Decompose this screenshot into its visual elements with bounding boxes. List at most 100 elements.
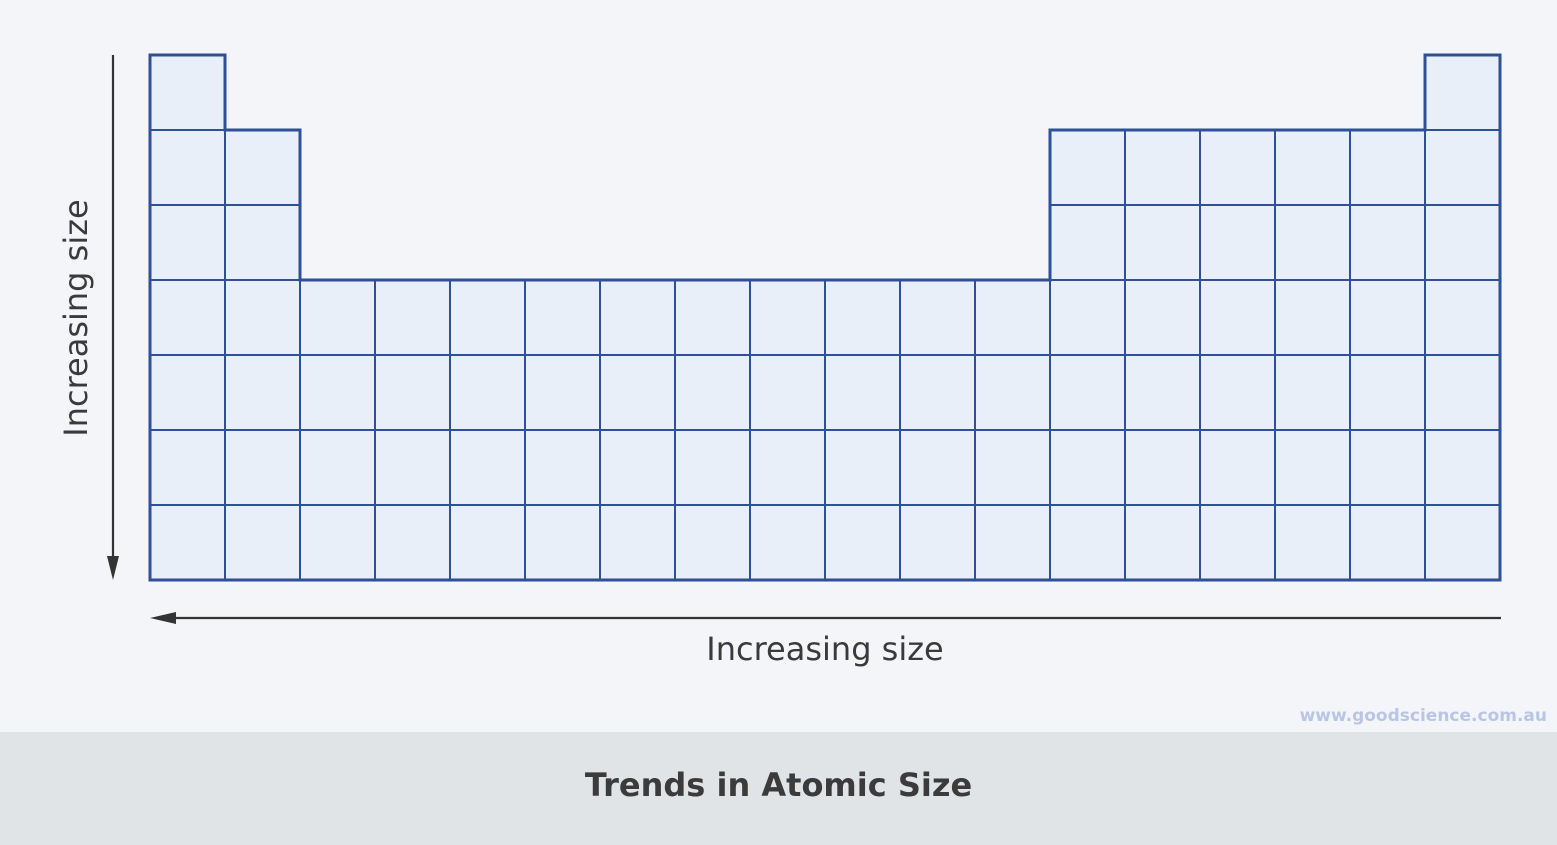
element-cell: [1049, 129, 1126, 206]
element-cell: [1274, 504, 1351, 581]
element-cell: [299, 429, 376, 506]
element-cell: [1424, 54, 1501, 131]
element-cell: [1349, 354, 1426, 431]
element-cell: [224, 429, 301, 506]
element-cell: [674, 429, 751, 506]
element-cell: [224, 354, 301, 431]
element-cell: [1199, 504, 1276, 581]
vertical-arrow-head: [107, 556, 119, 580]
watermark: www.goodscience.com.au: [1299, 706, 1547, 726]
periodic-table-diagram: [107, 53, 1502, 624]
element-cell: [1124, 204, 1201, 281]
element-cell: [524, 429, 601, 506]
element-cell: [299, 354, 376, 431]
element-cell: [749, 504, 826, 581]
element-cell: [899, 504, 976, 581]
element-cell: [824, 504, 901, 581]
element-cell: [1199, 129, 1276, 206]
element-cell: [1049, 429, 1126, 506]
element-cell: [1124, 504, 1201, 581]
element-cell: [1424, 279, 1501, 356]
element-cell: [974, 279, 1051, 356]
element-cell: [749, 354, 826, 431]
element-cell: [824, 354, 901, 431]
element-cell: [899, 429, 976, 506]
element-cell: [674, 504, 751, 581]
element-cell: [974, 354, 1051, 431]
caption-bar: Trends in Atomic Size: [0, 732, 1557, 845]
periodic-table-grid: [149, 54, 1501, 581]
element-cell: [149, 429, 226, 506]
element-cell: [1274, 129, 1351, 206]
element-cell: [524, 354, 601, 431]
element-cell: [599, 279, 676, 356]
element-cell: [1274, 354, 1351, 431]
element-cell: [1049, 204, 1126, 281]
element-cell: [374, 429, 451, 506]
element-cell: [449, 429, 526, 506]
element-cell: [1124, 429, 1201, 506]
element-cell: [299, 504, 376, 581]
element-cell: [824, 429, 901, 506]
element-cell: [974, 429, 1051, 506]
element-cell: [674, 354, 751, 431]
element-cell: [524, 279, 601, 356]
element-cell: [899, 279, 976, 356]
element-cell: [149, 354, 226, 431]
element-cell: [1349, 504, 1426, 581]
element-cell: [374, 354, 451, 431]
element-cell: [1349, 429, 1426, 506]
element-cell: [1049, 354, 1126, 431]
element-cell: [449, 279, 526, 356]
element-cell: [1049, 279, 1126, 356]
element-cell: [224, 504, 301, 581]
element-cell: [224, 279, 301, 356]
element-cell: [374, 504, 451, 581]
element-cell: [374, 279, 451, 356]
diagram-area: Increasing size Increasing size www.good…: [57, 53, 1547, 726]
element-cell: [1349, 204, 1426, 281]
element-cell: [1124, 354, 1201, 431]
element-cell: [449, 354, 526, 431]
element-cell: [1124, 129, 1201, 206]
element-cell: [524, 504, 601, 581]
element-cell: [149, 204, 226, 281]
horizontal-arrow: [150, 612, 1501, 624]
element-cell: [1049, 504, 1126, 581]
element-cell: [1274, 279, 1351, 356]
element-cell: [1424, 129, 1501, 206]
element-cell: [899, 354, 976, 431]
element-cell: [1424, 354, 1501, 431]
element-cell: [1424, 204, 1501, 281]
element-cell: [599, 429, 676, 506]
element-cell: [299, 279, 376, 356]
element-cell: [224, 204, 301, 281]
element-cell: [149, 129, 226, 206]
element-cell: [674, 279, 751, 356]
element-cell: [149, 54, 226, 131]
element-cell: [1274, 204, 1351, 281]
element-cell: [749, 279, 826, 356]
element-cell: [824, 279, 901, 356]
element-cell: [149, 279, 226, 356]
element-cell: [1424, 429, 1501, 506]
element-cell: [449, 504, 526, 581]
element-cell: [1274, 429, 1351, 506]
element-cell: [224, 129, 301, 206]
caption-title: Trends in Atomic Size: [584, 766, 973, 804]
element-cell: [1349, 129, 1426, 206]
periodic-table-outline: [148, 53, 1502, 582]
element-cell: [1199, 429, 1276, 506]
element-cell: [1349, 279, 1426, 356]
element-cell: [1424, 504, 1501, 581]
element-cell: [1124, 279, 1201, 356]
element-cell: [149, 504, 226, 581]
element-cell: [1199, 279, 1276, 356]
element-cell: [974, 504, 1051, 581]
vertical-arrow-label: Increasing size: [57, 199, 95, 437]
element-cell: [599, 504, 676, 581]
horizontal-arrow-head: [150, 612, 176, 624]
element-cell: [1199, 204, 1276, 281]
horizontal-arrow-label: Increasing size: [706, 630, 944, 668]
element-cell: [749, 429, 826, 506]
